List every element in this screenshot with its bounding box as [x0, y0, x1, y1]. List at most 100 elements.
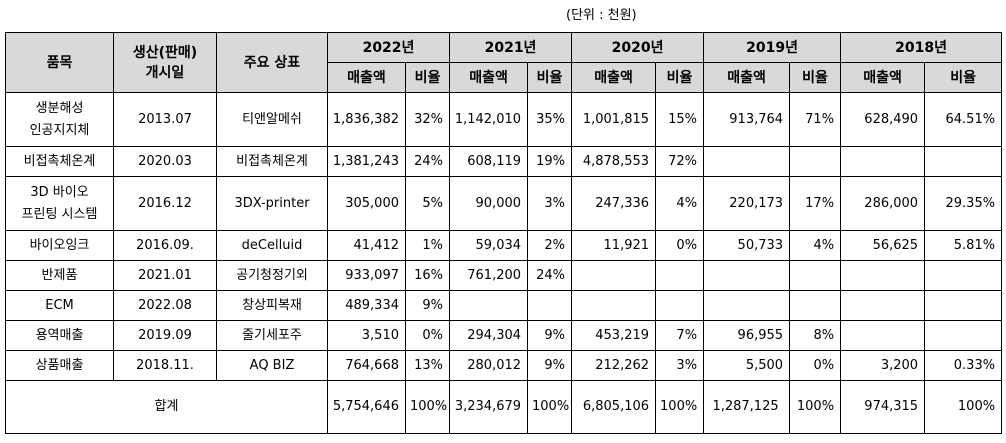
ratio-cell [924, 260, 1003, 291]
total-cell: 6,805,106 [571, 380, 657, 434]
total-cell: 100% [527, 380, 573, 434]
sales-cell: 220,173 [703, 176, 791, 231]
ratio-cell: 0.33% [924, 350, 1003, 381]
sales-cell: 247,336 [571, 176, 657, 231]
header-launch-text: 생산(판매) 개시일 [132, 44, 198, 81]
sales-cell: 3,200 [840, 350, 926, 381]
total-cell: 5,754,646 [327, 380, 406, 434]
launch-date-cell: 2013.07 [113, 92, 217, 147]
ratio-cell [655, 260, 705, 291]
header-ratio: 비율 [527, 62, 573, 93]
ratio-cell: 4% [655, 176, 705, 231]
table-row: 3D 바이오 프린팅 시스템 2016.12 3DX-printer 305,000 5… [5, 176, 1003, 231]
ratio-cell [924, 290, 1003, 321]
sales-cell: 56,625 [840, 230, 926, 261]
sales-cell: 286,000 [840, 176, 926, 231]
ratio-cell: 35% [527, 92, 573, 147]
sales-cell [840, 260, 926, 291]
launch-date-cell: 2019.09 [113, 320, 217, 351]
ratio-cell: 15% [655, 92, 705, 147]
ratio-cell: 32% [404, 92, 451, 147]
ratio-cell: 1% [404, 230, 451, 261]
ratio-cell [655, 290, 705, 321]
sales-table: 품목 생산(판매) 개시일 주요 상표 2022년 2021년 2020년 20… [5, 32, 1003, 434]
launch-date-cell: 2021.01 [113, 260, 217, 291]
product-cell: 반제품 [5, 260, 114, 291]
product-cell: 바이오잉크 [5, 230, 114, 261]
brand-cell: deCelluid [216, 230, 328, 261]
sales-cell [571, 260, 657, 291]
ratio-cell: 71% [789, 92, 842, 147]
ratio-cell: 16% [404, 260, 451, 291]
ratio-cell: 9% [527, 350, 573, 381]
ratio-cell: 17% [789, 176, 842, 231]
launch-date-cell: 2016.12 [113, 176, 217, 231]
sales-cell [449, 290, 529, 321]
brand-cell: AQ BIZ [216, 350, 328, 381]
ratio-cell: 19% [527, 146, 573, 177]
total-cell: 100% [789, 380, 842, 434]
sales-cell: 608,119 [449, 146, 529, 177]
header-row-years: 품목 생산(판매) 개시일 주요 상표 2022년 2021년 2020년 20… [5, 32, 1003, 93]
ratio-cell [924, 146, 1003, 177]
sales-cell: 4,878,553 [571, 146, 657, 177]
ratio-cell: 5% [404, 176, 451, 231]
brand-cell: 비접촉체온계 [216, 146, 328, 177]
total-cell: 100% [404, 380, 451, 434]
total-label: 합계 [5, 380, 328, 434]
ratio-cell [789, 146, 842, 177]
header-brand: 주요 상표 [216, 32, 328, 93]
header-year-2022: 2022년 [326, 32, 451, 63]
sales-cell [703, 290, 791, 321]
sales-cell: 1,836,382 [327, 92, 406, 147]
header-ratio: 비율 [789, 62, 842, 93]
sales-cell: 59,034 [449, 230, 529, 261]
header-sales: 매출액 [327, 62, 406, 93]
sales-cell [571, 290, 657, 321]
ratio-cell: 9% [527, 320, 573, 351]
sales-cell: 1,001,815 [571, 92, 657, 147]
sales-cell: 90,000 [449, 176, 529, 231]
launch-date-cell: 2022.08 [113, 290, 217, 321]
header-row-metrics: 매출액 비율 매출액 비율 매출액 비율 매출액 비율 매출액 비율 [6, 62, 1003, 93]
total-row: 합계 5,754,646 100% 3,234,679 100% 6,805,1… [5, 380, 1003, 434]
header-product: 품목 [5, 32, 114, 93]
ratio-cell: 72% [655, 146, 705, 177]
total-cell: 1,287,125 [703, 380, 791, 434]
total-cell: 100% [655, 380, 705, 434]
table-row: 생분해성 인공지지체 2013.07 티앤알메쉬 1,836,382 32% 1,142,… [5, 92, 1003, 147]
ratio-cell: 0% [404, 320, 451, 351]
ratio-cell: 9% [404, 290, 451, 321]
ratio-cell: 64.51% [924, 92, 1003, 147]
ratio-cell: 5.81% [924, 230, 1003, 261]
total-cell: 100% [924, 380, 1003, 434]
sales-cell: 3,510 [327, 320, 406, 351]
ratio-cell: 8% [789, 320, 842, 351]
sales-cell: 96,955 [703, 320, 791, 351]
unit-note: (단위 : 천원) [566, 8, 637, 23]
header-year-2019: 2019년 [703, 32, 842, 63]
header-sales: 매출액 [571, 62, 657, 93]
table-row: 비접촉체온계 2020.03 비접촉체온계 1,381,243 24% 608,119 19… [5, 146, 1003, 177]
ratio-cell [924, 320, 1003, 351]
launch-date-cell: 2018.11. [113, 350, 217, 381]
sales-cell: 212,262 [571, 350, 657, 381]
sales-cell: 1,381,243 [327, 146, 406, 177]
sales-cell [840, 290, 926, 321]
header-launch: 생산(판매) 개시일 [113, 32, 217, 93]
sales-cell: 280,012 [449, 350, 529, 381]
ratio-cell: 0% [789, 350, 842, 381]
sales-cell [703, 260, 791, 291]
brand-cell: 티앤알메쉬 [216, 92, 328, 147]
header-year-2021: 2021년 [449, 32, 573, 63]
launch-date-cell: 2020.03 [113, 146, 217, 177]
product-cell: ECM [5, 290, 114, 321]
sales-cell: 628,490 [840, 92, 926, 147]
sales-cell: 41,412 [327, 230, 406, 261]
header-year-2018: 2018년 [840, 32, 1003, 63]
table-row: 바이오잉크 2016.09. deCelluid 41,412 1% 59,034 2% 11… [5, 230, 1003, 261]
sales-cell: 761,200 [449, 260, 529, 291]
table-row: 용역매출 2019.09 줄기세포주 3,510 0% 294,304 9% 453,219 7… [5, 320, 1003, 351]
table-row: 상품매출 2018.11. AQ BIZ 764,668 13% 280,012 9% 212… [5, 350, 1003, 381]
ratio-cell [789, 260, 842, 291]
